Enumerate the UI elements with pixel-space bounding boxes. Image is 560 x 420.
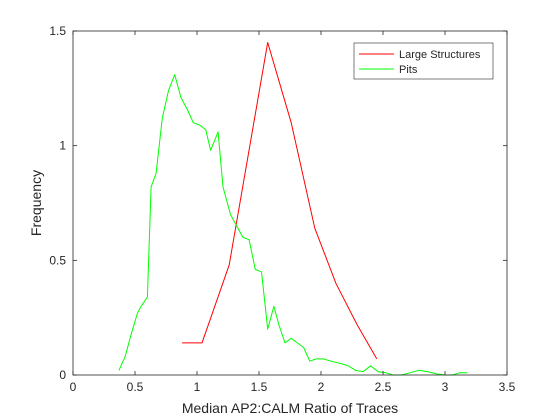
y-axis-ticks: 0 0.5 1 1.5 <box>49 24 507 382</box>
legend: Large Structures Pits <box>353 42 494 80</box>
x-tick-label: 3.5 <box>499 380 516 394</box>
plot-area <box>73 31 507 375</box>
x-tick-label: 0.5 <box>127 380 144 394</box>
x-tick-label: 2.5 <box>375 380 392 394</box>
y-tick-label: 0 <box>59 368 66 382</box>
series-line-large-structures <box>182 42 378 360</box>
x-tick-label: 0 <box>70 380 77 394</box>
legend-label-pits: Pits <box>399 64 418 76</box>
y-axis-label: Frequency <box>28 170 44 236</box>
y-tick-label: 1.5 <box>49 24 66 38</box>
x-tick-label: 1.5 <box>251 380 268 394</box>
x-tick-label: 3 <box>442 380 449 394</box>
y-tick-label: 0.5 <box>49 253 66 267</box>
x-axis-label: Median AP2:CALM Ratio of Traces <box>182 400 398 416</box>
y-tick-label: 1 <box>59 139 66 153</box>
legend-label-large-structures: Large Structures <box>399 49 481 61</box>
x-tick-label: 1 <box>194 380 201 394</box>
x-axis-ticks: 0 0.5 1 1.5 2 2.5 3 3.5 <box>70 31 516 394</box>
plot-frame <box>72 30 508 376</box>
x-tick-label: 2 <box>318 380 325 394</box>
legend-box <box>353 42 494 80</box>
